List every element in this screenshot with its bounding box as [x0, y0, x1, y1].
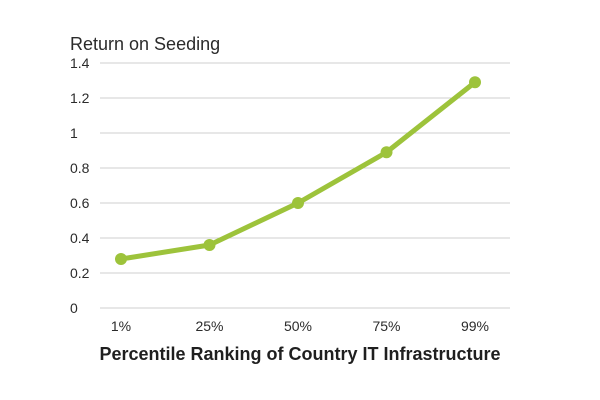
x-axis-title: Percentile Ranking of Country IT Infrast… [99, 344, 500, 364]
x-axis-ticks: 1% 25% 50% 75% 99% [111, 318, 489, 334]
data-point [292, 197, 304, 209]
y-tick-label: 0.2 [70, 265, 90, 281]
y-tick-label: 0.8 [70, 160, 90, 176]
x-tick-label: 99% [461, 318, 489, 334]
data-point [380, 146, 393, 159]
y-axis-title: Return on Seeding [70, 34, 220, 54]
data-point [203, 239, 216, 251]
y-tick-label: 1.2 [70, 90, 90, 106]
y-tick-label: 0.4 [70, 230, 90, 246]
y-axis-ticks: 0 0.2 0.4 0.6 0.8 1 1.2 1.4 [70, 55, 90, 316]
y-tick-label: 0.6 [70, 195, 90, 211]
data-point [469, 76, 481, 89]
y-tick-label: 0 [70, 300, 78, 316]
x-tick-label: 50% [284, 318, 312, 334]
x-tick-label: 75% [372, 318, 400, 334]
x-tick-label: 25% [195, 318, 223, 334]
series [115, 76, 481, 265]
gridlines [100, 62, 510, 309]
series-line [118, 79, 478, 262]
x-tick-label: 1% [111, 318, 131, 334]
y-tick-label: 1 [70, 125, 78, 141]
data-point [115, 253, 127, 265]
y-tick-label: 1.4 [70, 55, 90, 71]
